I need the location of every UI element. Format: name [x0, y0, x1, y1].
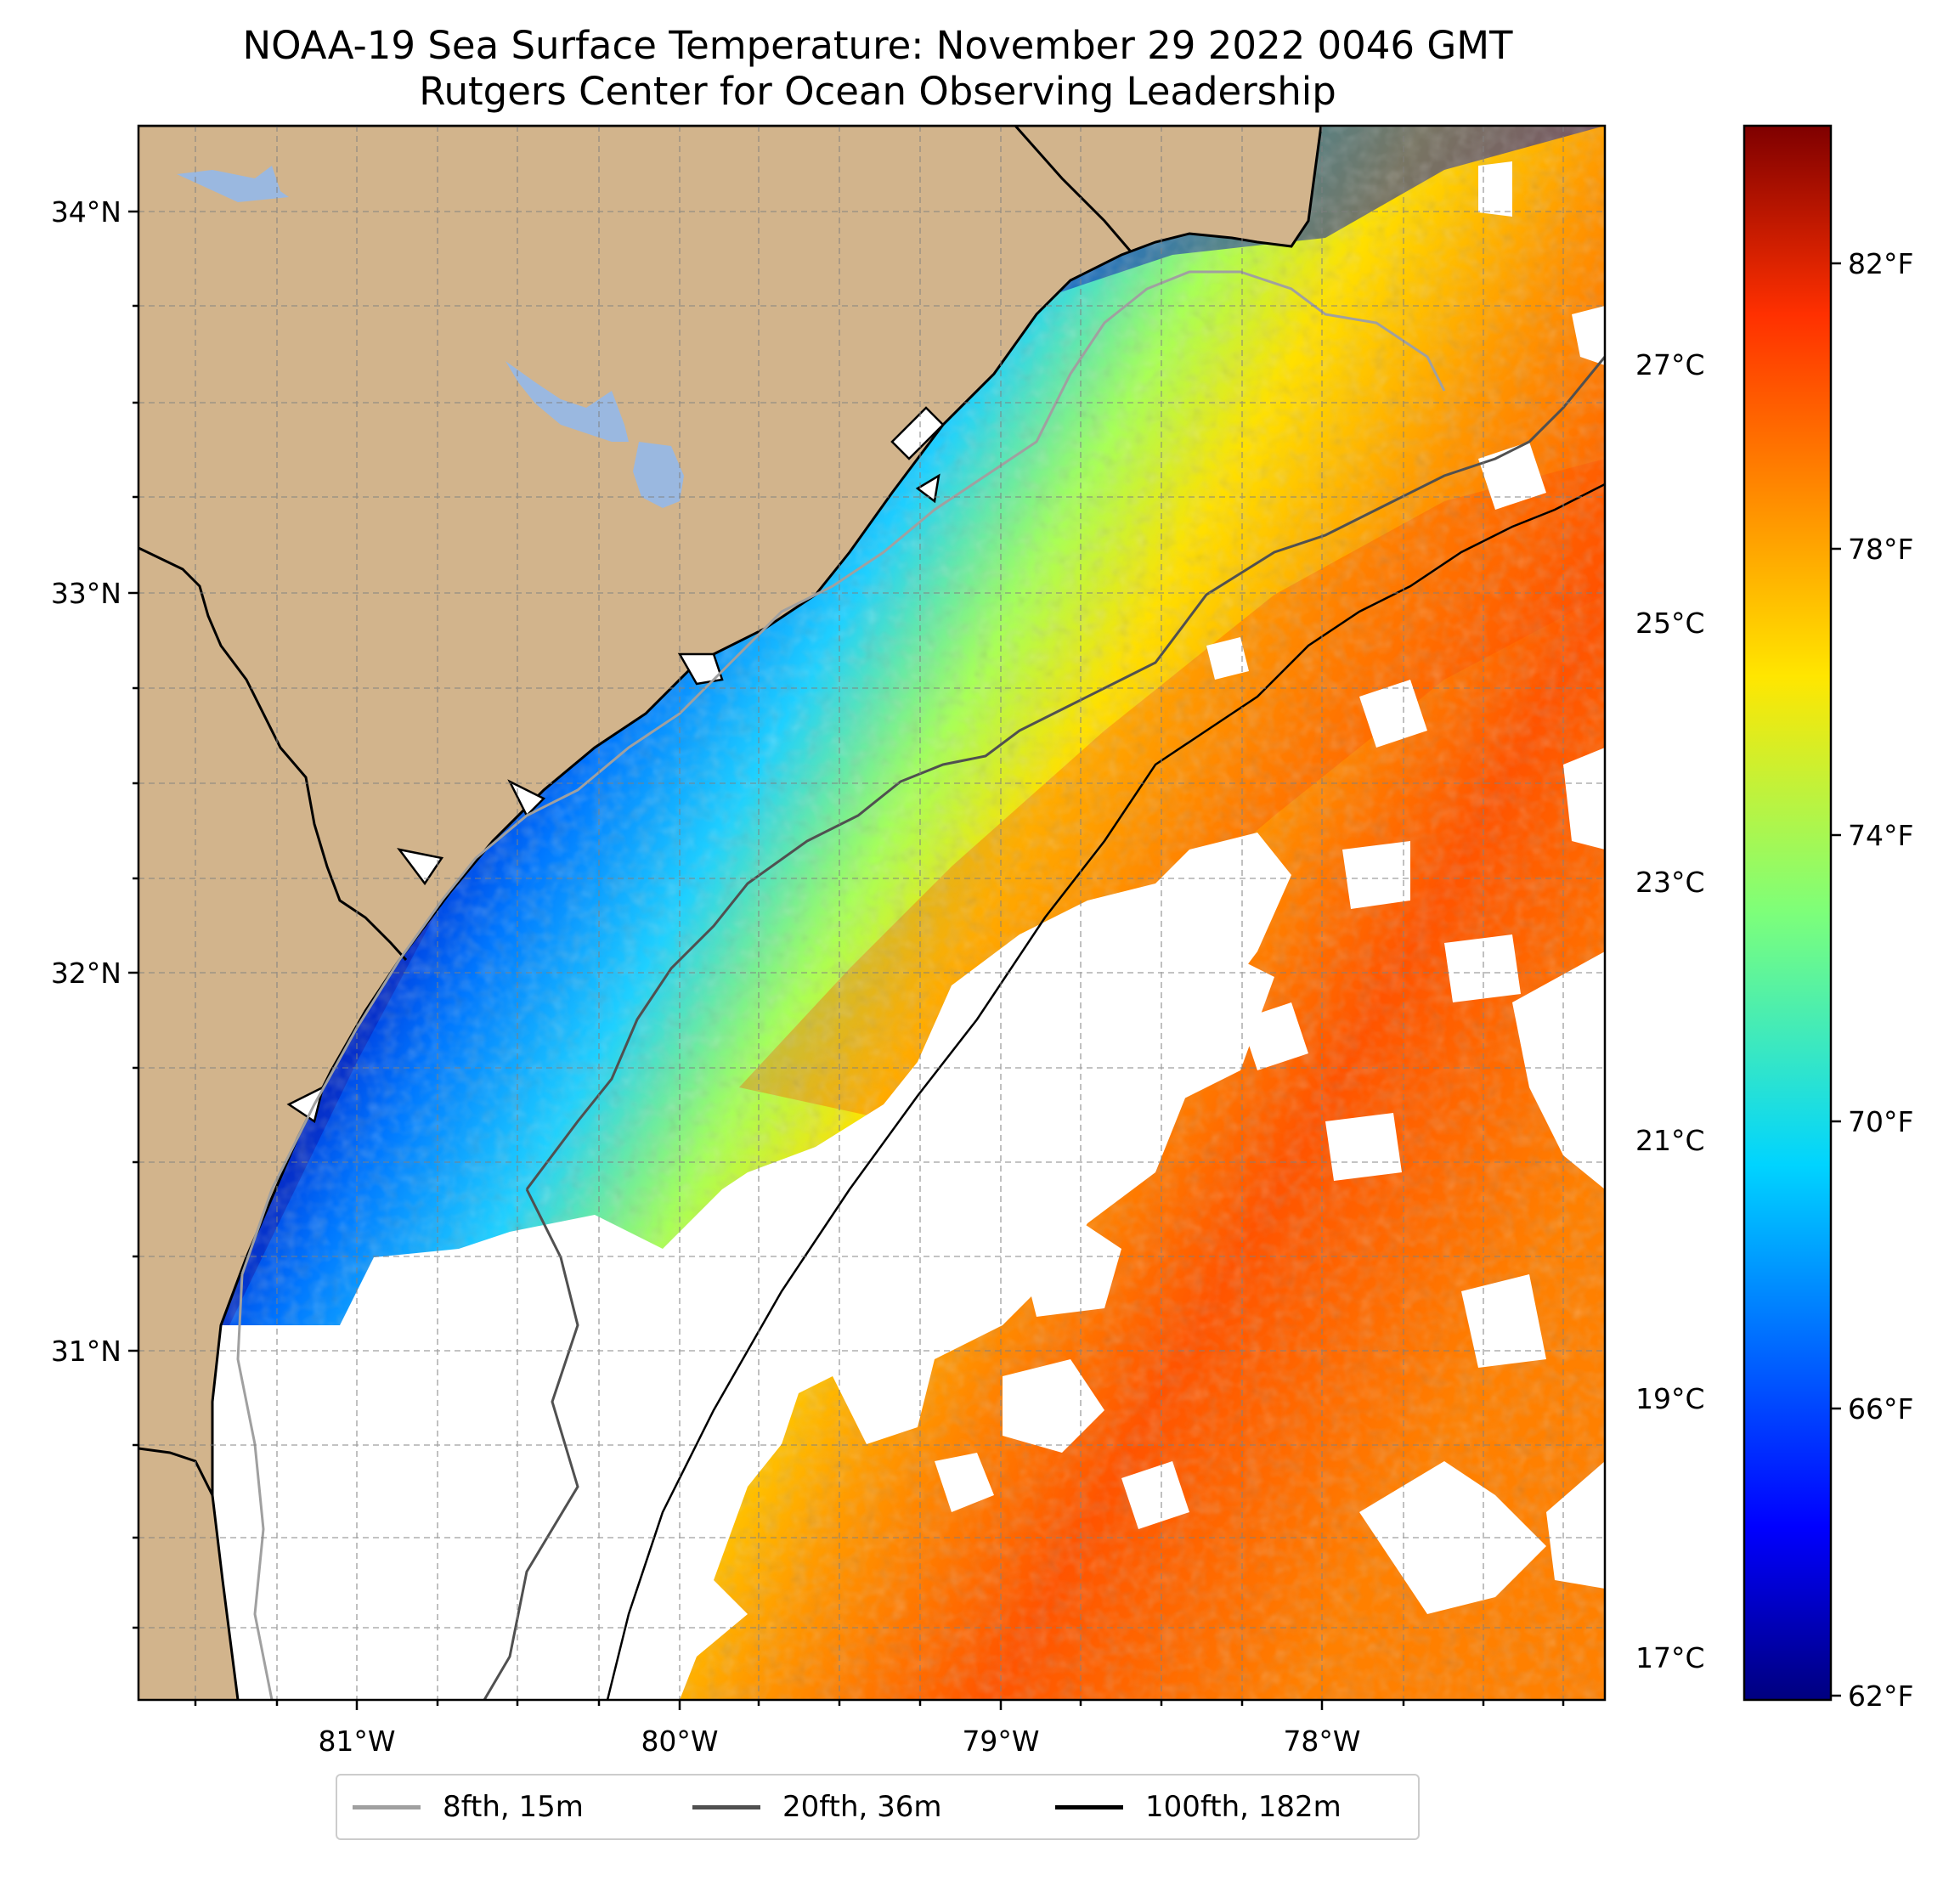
- isobath-8fth: [236, 270, 1446, 1700]
- legend-label: 100fth, 182m: [1145, 1790, 1341, 1824]
- celsius-tick-label: 17°C: [1635, 1641, 1705, 1674]
- gridlines: [138, 126, 1605, 1700]
- coastline: [138, 126, 1323, 1700]
- land-mass: [138, 126, 1321, 1700]
- legend-swatch: [353, 1804, 421, 1809]
- colorbar-ticks: [1831, 262, 1841, 1697]
- legend-swatch: [692, 1804, 760, 1809]
- lat-tick-label: 34°N: [51, 195, 121, 229]
- fahrenheit-tick-label: 78°F: [1848, 533, 1913, 566]
- legend-item-20fth: 20fth, 36m: [692, 1776, 942, 1838]
- celsius-tick-label: 25°C: [1635, 607, 1705, 640]
- map-title: NOAA-19 Sea Surface Temperature: Novembe…: [242, 23, 1513, 68]
- lon-ticks: [194, 1700, 1565, 1710]
- fahrenheit-tick-label: 62°F: [1848, 1680, 1913, 1713]
- legend-item-100fth: 100fth, 182m: [1055, 1776, 1341, 1838]
- lon-tick-label: 79°W: [962, 1725, 1039, 1758]
- isobath-legend: 8fth, 15m 20fth, 36m 100fth, 182m: [336, 1774, 1420, 1840]
- map-frame: [137, 124, 1607, 1702]
- colorbar: [1743, 124, 1833, 1702]
- isobath-20fth: [483, 356, 1605, 1700]
- cloud-mask: [138, 161, 1605, 1700]
- legend-item-8fth: 8fth, 15m: [353, 1776, 584, 1838]
- map-subtitle: Rutgers Center for Ocean Observing Leade…: [419, 69, 1336, 114]
- legend-label: 20fth, 36m: [782, 1790, 942, 1824]
- legend-label: 8fth, 15m: [443, 1790, 584, 1824]
- lat-tick-label: 32°N: [51, 957, 121, 990]
- lat-ticks: [128, 210, 138, 1629]
- celsius-tick-label: 21°C: [1635, 1124, 1705, 1157]
- fahrenheit-tick-label: 82°F: [1848, 247, 1913, 280]
- legend-swatch: [1055, 1804, 1123, 1809]
- celsius-tick-label: 23°C: [1635, 866, 1705, 899]
- lon-tick-label: 78°W: [1283, 1725, 1360, 1758]
- lon-tick-label: 80°W: [641, 1725, 718, 1758]
- celsius-tick-label: 19°C: [1635, 1382, 1705, 1415]
- lon-tick-label: 81°W: [318, 1725, 395, 1758]
- fahrenheit-tick-label: 74°F: [1848, 819, 1913, 852]
- celsius-tick-label: 27°C: [1635, 348, 1705, 381]
- coastal-inlets: [286, 406, 945, 1124]
- lakes: [177, 166, 684, 508]
- isobath-100fth: [606, 483, 1605, 1700]
- lat-tick-label: 31°N: [51, 1335, 121, 1368]
- lat-tick-label: 33°N: [51, 577, 121, 610]
- fahrenheit-tick-label: 70°F: [1848, 1105, 1913, 1138]
- fahrenheit-tick-label: 66°F: [1848, 1392, 1913, 1426]
